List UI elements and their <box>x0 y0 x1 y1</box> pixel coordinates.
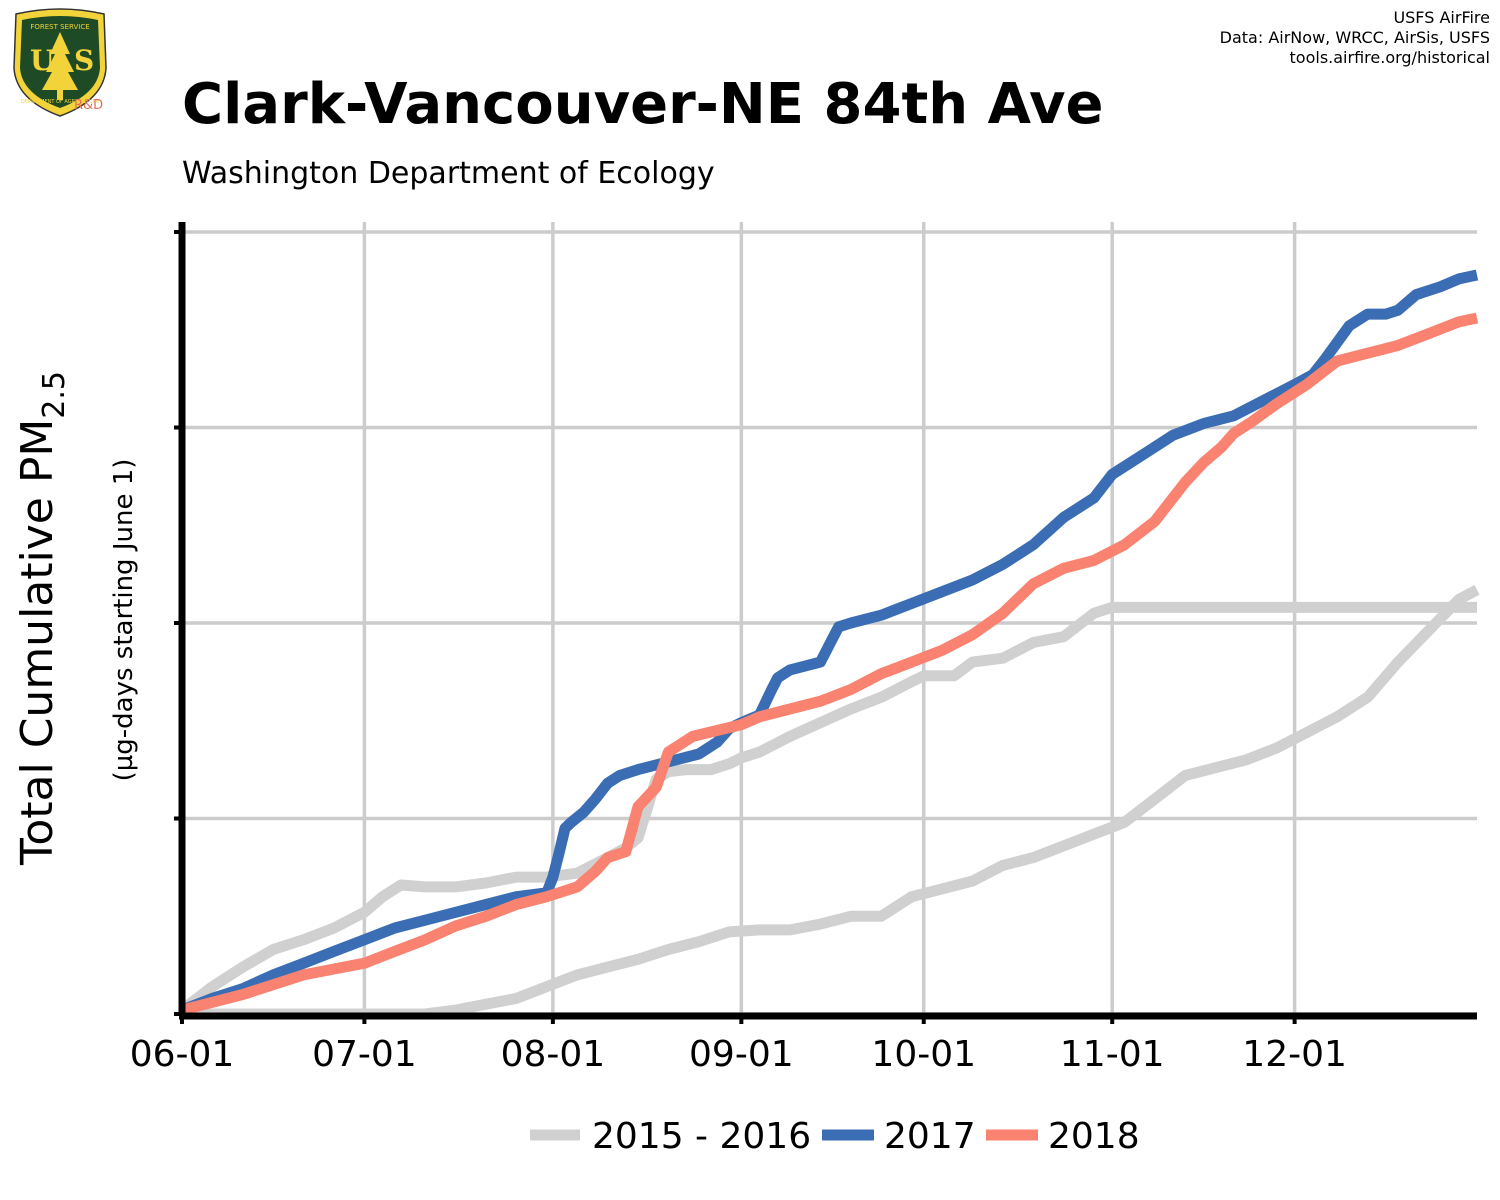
credit-line: USFS AirFire <box>1393 8 1490 27</box>
legend-label-2017: 2017 <box>884 1116 976 1157</box>
x-tick-label: 11-01 <box>1060 1034 1165 1075</box>
logo-top-text: FOREST SERVICE <box>30 23 89 31</box>
x-tick-label: 06-01 <box>130 1034 235 1075</box>
legend-label-baseline: 2015 - 2016 <box>592 1116 811 1157</box>
series-line-y2017 <box>180 269 1479 1016</box>
credit-line: tools.airfire.org/historical <box>1289 48 1490 67</box>
chart-subtitle: Washington Department of Ecology <box>182 156 715 191</box>
y-axis-note: (µg-days starting June 1) <box>109 459 139 782</box>
series-line-baseline <box>182 584 1480 1020</box>
x-tick-label: 09-01 <box>689 1034 794 1075</box>
x-tick-label: 12-01 <box>1242 1034 1347 1075</box>
axes <box>178 222 1477 1020</box>
logo-letter-s: S <box>74 44 94 77</box>
logo-badge: R&D <box>74 98 104 113</box>
legend: 2015 - 2016 2017 2018 <box>530 1116 1140 1157</box>
y-axis-label: Total Cumulative PM2.5 <box>12 371 72 866</box>
series-line-y2018 <box>180 312 1479 1016</box>
chart-title: Clark-Vancouver-NE 84th Ave <box>182 72 1104 137</box>
x-tick-label: 08-01 <box>501 1034 606 1075</box>
x-ticks: 06-01 07-01 08-01 09-01 10-01 11-01 12-01 <box>130 1014 1347 1075</box>
x-tick-label: 10-01 <box>871 1034 976 1075</box>
legend-label-2018: 2018 <box>1048 1116 1140 1157</box>
series-lines <box>178 269 1480 1020</box>
usfs-shield-logo: U S FOREST SERVICE DEPARTMENT OF AGRICUL… <box>13 8 107 117</box>
logo-letter-u: U <box>30 44 54 77</box>
credit-line: Data: AirNow, WRCC, AirSis, USFS <box>1219 28 1490 47</box>
x-tick-label: 07-01 <box>312 1034 417 1075</box>
logo-bottom-text: DEPARTMENT OF AGRICULTURE <box>21 99 99 105</box>
credits: USFS AirFire Data: AirNow, WRCC, AirSis,… <box>1220 8 1490 68</box>
series-line-baseline <box>178 601 1477 1015</box>
